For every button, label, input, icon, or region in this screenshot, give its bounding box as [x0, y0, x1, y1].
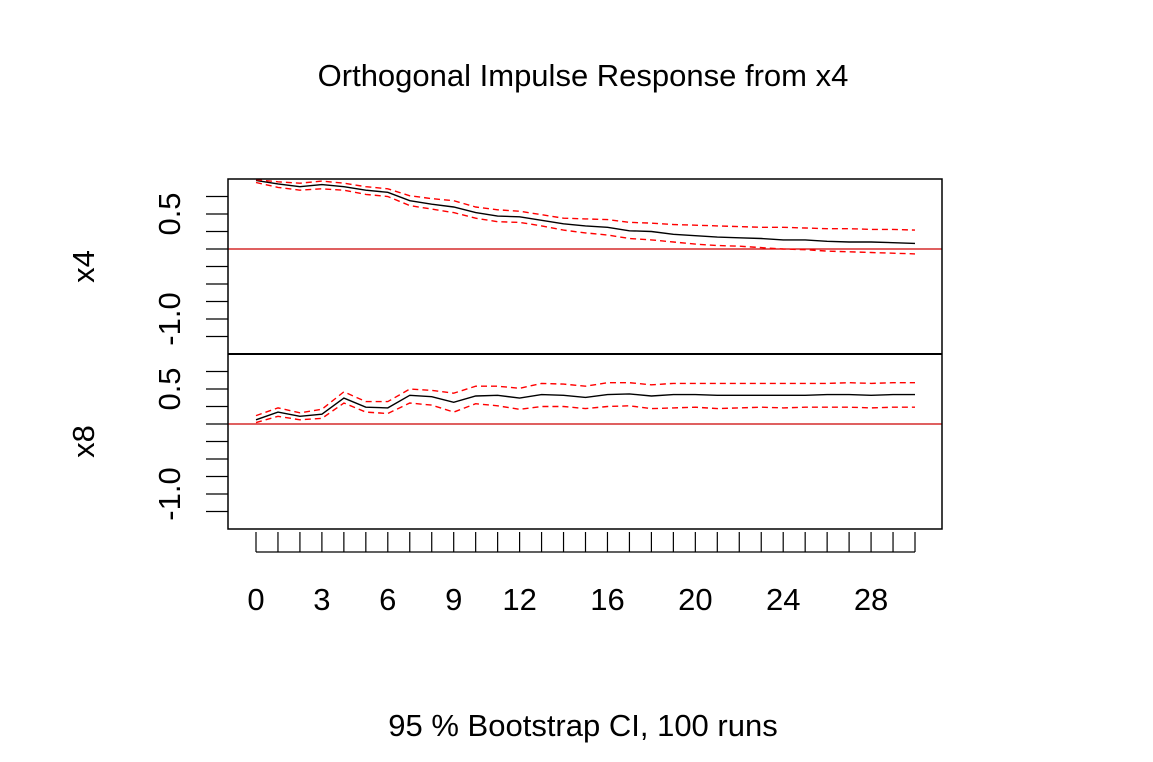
y-tick-label: 0.5	[152, 367, 187, 410]
series-line-upper	[255, 381, 915, 417]
panel-label-x4: x4	[66, 250, 101, 283]
x-tick-label: 9	[445, 582, 462, 617]
x-tick-label: 28	[854, 582, 888, 617]
plot-frame	[227, 178, 943, 530]
series-line-lower	[255, 402, 915, 424]
x-tick-label: 6	[379, 582, 396, 617]
x-axis: 0 3 6 9 12 16 20 24 28	[247, 532, 916, 617]
y-tick-label: 0.5	[152, 192, 187, 235]
series-line-lower	[255, 181, 916, 255]
series-line-response	[255, 393, 915, 421]
series-line-response	[255, 179, 916, 245]
x-tick-label: 16	[590, 582, 624, 617]
y-tick-label: -1.0	[152, 467, 187, 520]
x-tick-label: 12	[502, 582, 536, 617]
x-tick-label: 0	[247, 582, 264, 617]
panel-label-x8: x8	[66, 425, 101, 458]
y-tick-label: -1.0	[152, 292, 187, 345]
x-tick-label: 3	[313, 582, 330, 617]
series-line-upper	[255, 179, 916, 231]
x-tick-label: 20	[678, 582, 712, 617]
panels-group: -1.0 0.5 x4 -1.0 0.5 x8	[66, 179, 942, 521]
panel-x8: -1.0 0.5 x8	[66, 353, 942, 521]
panel-x4: -1.0 0.5 x4	[66, 179, 942, 346]
chart-title: Orthogonal Impulse Response from x4	[318, 58, 849, 93]
chart-caption: 95 % Bootstrap CI, 100 runs	[388, 708, 777, 743]
x-tick-label: 24	[766, 582, 800, 617]
